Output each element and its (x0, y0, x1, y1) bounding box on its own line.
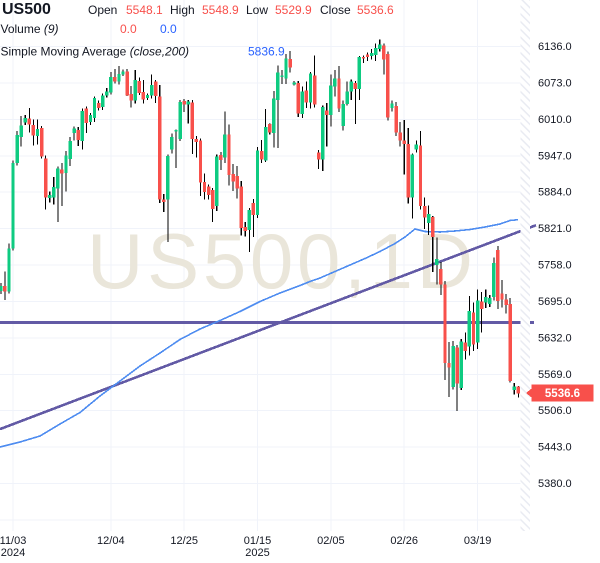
svg-text:03/19: 03/19 (464, 535, 492, 547)
svg-text:12/25: 12/25 (170, 535, 198, 547)
svg-text:5506.0: 5506.0 (538, 405, 572, 417)
svg-text:5536.6: 5536.6 (357, 3, 394, 17)
svg-text:High: High (170, 3, 195, 17)
svg-text:01/15: 01/15 (244, 535, 272, 547)
svg-text:5758.0: 5758.0 (538, 260, 572, 272)
svg-text:6136.0: 6136.0 (538, 41, 572, 53)
svg-text:2025: 2025 (245, 547, 269, 558)
svg-text:5569.0: 5569.0 (538, 369, 572, 381)
svg-text:5443.0: 5443.0 (538, 442, 572, 454)
svg-text:5632.0: 5632.0 (538, 332, 572, 344)
svg-text:5529.9: 5529.9 (275, 3, 312, 17)
svg-text:2024: 2024 (1, 547, 25, 558)
svg-text:Volume (9): Volume (9) (1, 22, 59, 36)
svg-text:0.0: 0.0 (160, 22, 177, 36)
svg-text:5821.0: 5821.0 (538, 223, 572, 235)
svg-text:5548.1: 5548.1 (126, 3, 163, 17)
svg-text:5695.0: 5695.0 (538, 296, 572, 308)
svg-text:5380.0: 5380.0 (538, 478, 572, 490)
svg-text:Low: Low (246, 3, 268, 17)
svg-text:Simple Moving Average (close,2: Simple Moving Average (close,200) (1, 45, 190, 59)
svg-text:5836.9: 5836.9 (248, 45, 285, 59)
svg-text:5947.0: 5947.0 (538, 150, 572, 162)
svg-text:12/04: 12/04 (97, 535, 125, 547)
svg-text:US500,1D: US500,1D (87, 217, 473, 305)
svg-text:11/03: 11/03 (0, 535, 26, 547)
svg-text:5548.9: 5548.9 (202, 3, 239, 17)
svg-text:02/26: 02/26 (390, 535, 418, 547)
svg-text:US500: US500 (2, 1, 51, 18)
svg-text:5884.0: 5884.0 (538, 187, 572, 199)
svg-text:6010.0: 6010.0 (538, 114, 572, 126)
svg-text:Close: Close (320, 3, 351, 17)
svg-text:Open: Open (88, 3, 117, 17)
svg-text:5536.6: 5536.6 (545, 388, 580, 400)
svg-text:02/05: 02/05 (317, 535, 345, 547)
svg-text:0.0: 0.0 (120, 22, 137, 36)
svg-text:6073.0: 6073.0 (538, 77, 572, 89)
